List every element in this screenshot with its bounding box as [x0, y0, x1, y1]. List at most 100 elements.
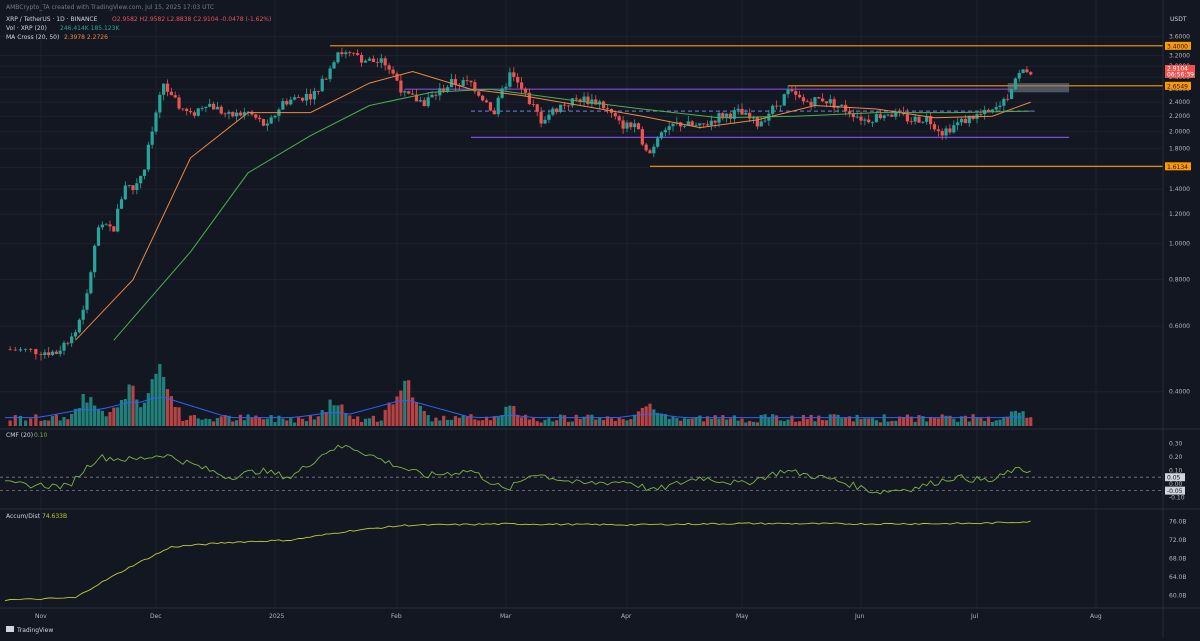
candle-body [566, 105, 571, 107]
candle-body [43, 352, 47, 356]
volume-bar [767, 417, 771, 426]
time-tick-label: Nov [35, 613, 47, 620]
volume-bar [859, 419, 863, 426]
volume-bar [929, 416, 933, 426]
volume-bar [340, 404, 344, 426]
volume-bar [461, 415, 465, 426]
volume-bar [496, 416, 500, 426]
volume-bar [142, 402, 147, 426]
volume-bar [878, 422, 882, 426]
volume-bar [39, 420, 43, 426]
candle-body [679, 122, 683, 127]
accum-dist-tick-label: 64.0B [1169, 574, 1186, 581]
candle-body [713, 120, 717, 123]
candle-body [956, 122, 960, 126]
candle-body [488, 102, 493, 111]
volume-bar [407, 380, 411, 426]
volume-bar [913, 421, 917, 426]
candle-body [273, 115, 277, 118]
candle-body [116, 208, 120, 232]
symbol-title[interactable]: XRP / TetherUS · 1D · BINANCE [6, 16, 98, 23]
volume-bar [613, 420, 617, 426]
volume-bar [570, 421, 574, 426]
candle-body [131, 185, 135, 191]
tradingview-logo[interactable]: TradingView [6, 626, 53, 634]
candle-body [261, 119, 266, 126]
volume-legend[interactable]: Vol · XRP (20) [6, 25, 47, 32]
volume-bar [898, 416, 902, 426]
volume-bar [215, 417, 220, 426]
candle-body [763, 120, 767, 122]
candle-body [633, 123, 637, 128]
time-tick-label: May [736, 613, 749, 620]
price-tick-label: 2.4000 [1169, 99, 1190, 106]
volume-bar [828, 414, 832, 426]
volume-bar [855, 414, 859, 426]
cmf-tick-label: 0.00 [1169, 481, 1183, 488]
cmf-legend-value: 0.10 [34, 432, 48, 439]
candle-body [840, 104, 844, 106]
volume-bar [821, 420, 825, 426]
volume-bar [304, 421, 309, 426]
candle-body [356, 53, 360, 55]
volume-bar [297, 417, 301, 426]
accum-dist-legend-value: 74.633B [42, 513, 67, 520]
volume-bar [952, 418, 956, 426]
volume-bar [261, 419, 266, 426]
volume-bar [1013, 410, 1017, 426]
candle-body [656, 138, 660, 147]
candle-body [127, 185, 131, 186]
candle-body [659, 132, 664, 139]
cmf-tick-label: 0.30 [1169, 441, 1183, 448]
candle-body [801, 97, 806, 102]
cmf-tick-label: 0.10 [1169, 468, 1183, 475]
volume-bar [736, 420, 740, 426]
candle-body [574, 98, 578, 100]
candle-body [994, 107, 998, 110]
candle-body [755, 116, 759, 127]
candle-body [562, 104, 567, 106]
volume-bar [442, 415, 446, 426]
level-price-text: 1.6134 [1167, 164, 1188, 171]
level-price-text: 3.4000 [1167, 43, 1188, 50]
volume-bar [308, 415, 313, 426]
moving-averages [75, 70, 1031, 341]
volume-bar [771, 414, 775, 426]
candle-body [778, 105, 782, 107]
volume-bar [192, 414, 196, 426]
ma-cross-legend[interactable]: MA Cross (20, 50) [6, 34, 59, 41]
time-tick-label: Aug [1090, 613, 1102, 620]
accum-dist-legend[interactable]: Accum/Dist [6, 513, 41, 520]
candle-body [235, 112, 239, 117]
volume-bar [986, 416, 991, 426]
countdown-text: 06:56:39 [1167, 71, 1194, 78]
volume-bar [1021, 411, 1025, 426]
currency-label: USDT [1170, 16, 1187, 23]
cmf-legend[interactable]: CMF (20) [6, 432, 33, 439]
volume-bar [621, 419, 625, 426]
candle-body [312, 90, 316, 100]
volume-bar [543, 419, 547, 426]
candle-body [531, 104, 535, 105]
volume-bar [112, 407, 116, 426]
candle-body [407, 91, 411, 94]
candle-body [786, 89, 790, 95]
candle-body [1029, 72, 1033, 75]
candle-body [824, 101, 829, 104]
volume-bar [158, 364, 162, 426]
candle-body [851, 113, 855, 118]
volume-bar [77, 408, 81, 426]
volume-bar [648, 403, 652, 426]
candle-body [925, 116, 929, 122]
time-tick-label: Feb [391, 613, 402, 620]
accum-dist-pane [4, 520, 1031, 602]
cmf-level-tag [1165, 473, 1185, 482]
volume-bar [801, 415, 806, 426]
volume-bar [601, 420, 606, 426]
volume-bar [759, 415, 763, 426]
candle-body [625, 122, 629, 129]
candle-body [297, 97, 301, 99]
candle-body [85, 293, 89, 310]
candle-body [744, 112, 748, 115]
candle-body [952, 125, 956, 133]
